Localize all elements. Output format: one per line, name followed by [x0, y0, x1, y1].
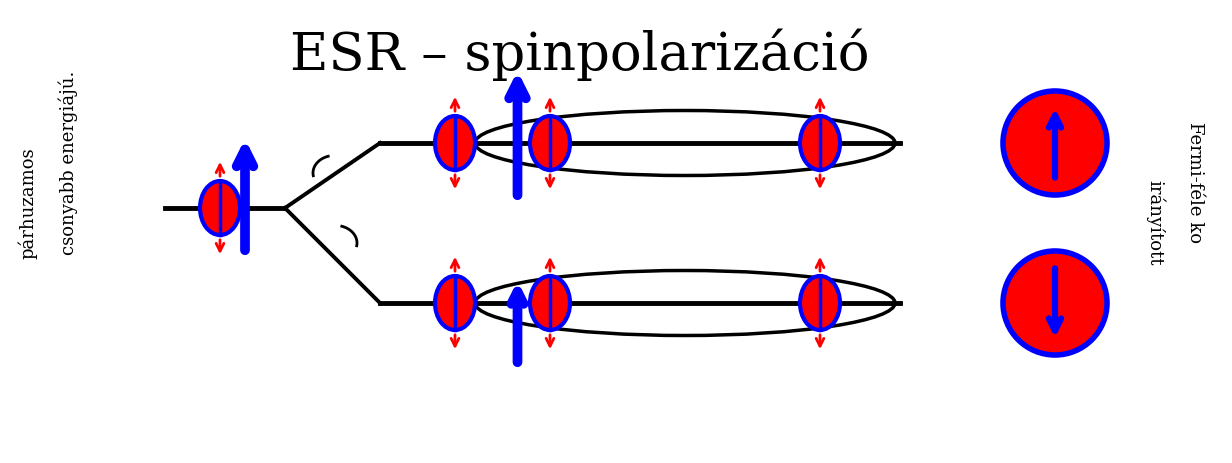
Ellipse shape: [530, 276, 570, 330]
Ellipse shape: [800, 276, 840, 330]
Text: irányított: irányított: [1146, 180, 1164, 266]
Circle shape: [1003, 91, 1108, 195]
Text: ESR – spinpolarizáció: ESR – spinpolarizáció: [291, 28, 870, 81]
Ellipse shape: [200, 181, 240, 235]
Circle shape: [1003, 251, 1108, 355]
Text: párhuzamos: párhuzamos: [18, 147, 38, 259]
Ellipse shape: [800, 116, 840, 170]
Ellipse shape: [435, 276, 476, 330]
Text: csonyabb energiájú.: csonyabb energiájú.: [58, 71, 78, 255]
Ellipse shape: [530, 116, 570, 170]
Ellipse shape: [435, 116, 476, 170]
Text: Fermi-féle ko: Fermi-féle ko: [1186, 123, 1204, 244]
